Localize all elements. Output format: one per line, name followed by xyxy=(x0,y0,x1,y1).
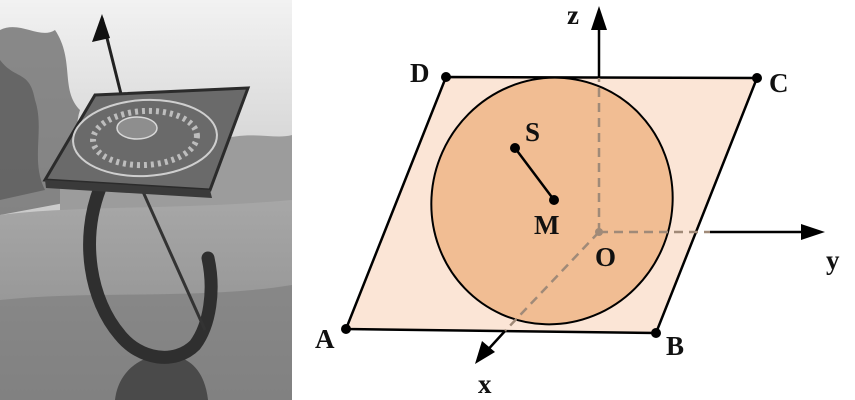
point-c xyxy=(752,73,762,83)
label-o: O xyxy=(595,242,616,272)
label-z-axis: z xyxy=(567,0,579,30)
dial-plate-edge xyxy=(45,180,212,198)
point-o xyxy=(595,228,603,236)
label-a: A xyxy=(315,324,335,354)
point-m xyxy=(549,195,559,205)
label-d: D xyxy=(410,58,430,88)
stone-pedestal xyxy=(115,355,208,400)
sundial-photo xyxy=(0,0,292,400)
x-axis-hidden xyxy=(504,231,600,332)
y-axis-arrow xyxy=(801,224,825,240)
ground-foreground xyxy=(0,285,292,400)
label-m: M xyxy=(534,210,559,240)
geometry-diagram: A B C D S M O z y x xyxy=(315,0,840,399)
label-b: B xyxy=(666,331,684,361)
dial-hour-marks xyxy=(90,107,200,169)
label-c: C xyxy=(769,68,789,98)
tree-foliage-dark xyxy=(0,60,45,200)
point-a xyxy=(341,324,351,334)
x-axis-arrow xyxy=(475,341,495,364)
gnomon-support xyxy=(138,184,207,331)
gnomon-arrowhead xyxy=(92,14,110,42)
sundial-stand xyxy=(83,181,218,364)
z-axis-arrow xyxy=(591,6,607,30)
point-b xyxy=(651,328,661,338)
dial-ring-outer xyxy=(72,98,218,178)
label-s: S xyxy=(525,117,540,147)
segment-sm xyxy=(514,147,555,201)
label-y-axis: y xyxy=(826,245,840,275)
point-s xyxy=(510,143,520,153)
label-x-axis: x xyxy=(478,369,492,399)
point-d xyxy=(441,72,451,82)
dial-center xyxy=(116,116,158,140)
